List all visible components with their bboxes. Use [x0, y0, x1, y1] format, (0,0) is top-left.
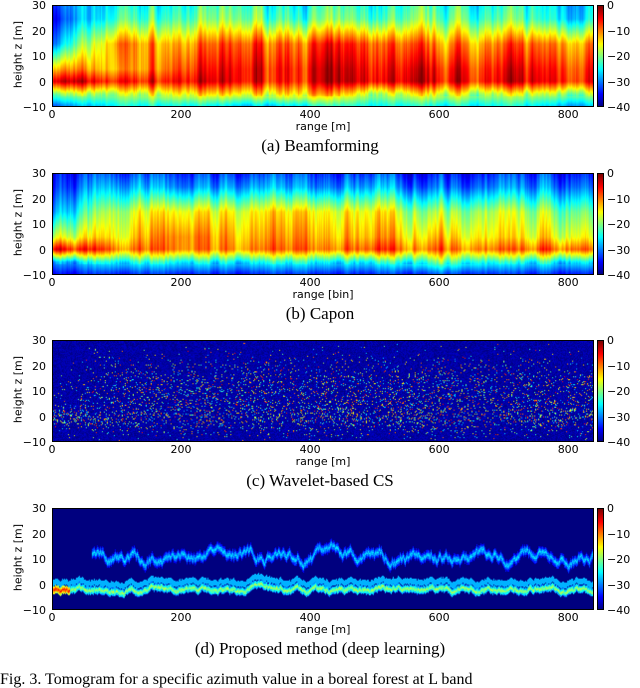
colorbar-tick-label: 0 — [607, 167, 614, 180]
x-tick-label: 600 — [428, 611, 450, 624]
colorbar-tick-label: −20 — [607, 50, 631, 63]
colorbar-tick-label: −10 — [607, 24, 631, 38]
panel-b: 0 −10 −20 −30 −40 0 200 400 600 800 −10 0 10 20 30 heig… — [0, 168, 640, 336]
y-tick-label: 20 — [32, 527, 46, 541]
colorbar-tick-label: −40 — [607, 604, 631, 617]
y-tick-label: 10 — [32, 218, 46, 231]
colorbar-tick-label: −40 — [607, 269, 631, 282]
y-tick-label: 0 — [39, 578, 46, 592]
figure-caption: Fig. 3. Tomogram for a specific azimuth … — [0, 671, 473, 688]
y-tick-label: 30 — [32, 0, 46, 12]
colorbar-tick-label: −20 — [607, 553, 631, 566]
heatmap — [52, 173, 594, 275]
colorbar-tick-label: −10 — [607, 527, 631, 541]
y-axis-label: height z [m] — [11, 355, 25, 424]
colorbar-tick-label: 0 — [607, 502, 614, 515]
y-tick-label: 20 — [32, 359, 46, 373]
y-axis-label: height z [m] — [11, 20, 25, 89]
x-tick-label: 600 — [428, 276, 450, 289]
y-axis-label: height z [m] — [11, 188, 25, 257]
y-tick-label: 30 — [32, 502, 46, 515]
y-tick-label: 10 — [32, 50, 46, 63]
x-tick-label: 400 — [299, 276, 321, 289]
x-axis-label: range [m] — [295, 120, 351, 133]
colorbar-tick-label: −30 — [607, 410, 631, 424]
y-tick-label: 30 — [32, 167, 46, 180]
colorbar — [597, 508, 604, 610]
y-tick-label: 10 — [32, 553, 46, 566]
x-tick-label: 200 — [170, 108, 192, 121]
x-tick-label: 200 — [170, 611, 192, 624]
panel-a: 0 −10 −20 −30 −40 0 200 400 600 800 −10 0 10 20 30 heig… — [0, 0, 640, 168]
x-tick-label: 200 — [170, 276, 192, 289]
x-tick-label: 0 — [48, 443, 56, 456]
x-tick-label: 800 — [557, 276, 579, 289]
x-tick-label: 400 — [299, 611, 321, 624]
x-tick-label: 800 — [557, 108, 579, 121]
panel-caption: (b) Capon — [285, 304, 355, 323]
colorbar-tick-label: −10 — [607, 192, 631, 206]
colorbar-tick-label: 0 — [607, 334, 614, 347]
x-tick-label: 800 — [557, 611, 579, 624]
y-tick-label: −10 — [22, 436, 46, 449]
y-tick-label: 20 — [32, 24, 46, 38]
panel-c: 0 −10 −20 −30 −40 0 200 400 600 800 −10 0 10 20 30 heig… — [0, 335, 640, 503]
y-tick-label: −10 — [22, 604, 46, 617]
panel-caption: (c) Wavelet-based CS — [246, 471, 394, 490]
colorbar-tick-label: −30 — [607, 578, 631, 592]
x-tick-label: 0 — [48, 276, 56, 289]
y-tick-label: −10 — [22, 269, 46, 282]
panel-d: 0 −10 −20 −30 −40 0 200 400 600 800 −10 0 10 20 30 heig… — [0, 503, 640, 671]
y-tick-label: 0 — [39, 75, 46, 89]
y-tick-label: 30 — [32, 334, 46, 347]
y-tick-label: 10 — [32, 385, 46, 398]
colorbar-tick-label: −40 — [607, 101, 631, 114]
heatmap — [52, 508, 594, 610]
y-tick-label: −10 — [22, 101, 46, 114]
x-tick-label: 0 — [48, 611, 56, 624]
x-tick-label: 400 — [299, 443, 321, 456]
colorbar-tick-label: −10 — [607, 359, 631, 373]
panel-caption: (a) Beamforming — [261, 136, 379, 155]
x-tick-label: 800 — [557, 443, 579, 456]
colorbar-tick-label: −40 — [607, 436, 631, 449]
heatmap — [52, 340, 594, 442]
x-tick-label: 0 — [48, 108, 56, 121]
panel-caption: (d) Proposed method (deep learning) — [194, 639, 446, 658]
colorbar-tick-label: −30 — [607, 243, 631, 257]
y-tick-label: 0 — [39, 243, 46, 257]
colorbar-tick-label: −20 — [607, 218, 631, 231]
colorbar — [597, 5, 604, 107]
x-tick-label: 400 — [299, 108, 321, 121]
colorbar-tick-label: −20 — [607, 385, 631, 398]
x-axis-label: range [m] — [295, 455, 351, 468]
x-tick-label: 600 — [428, 108, 450, 121]
heatmap — [52, 5, 594, 107]
x-tick-label: 600 — [428, 443, 450, 456]
colorbar-tick-label: 0 — [607, 0, 614, 12]
colorbar — [597, 340, 604, 442]
x-tick-label: 200 — [170, 443, 192, 456]
y-tick-label: 0 — [39, 410, 46, 424]
x-axis-label: range [m] — [295, 623, 351, 636]
y-tick-label: 20 — [32, 192, 46, 206]
colorbar — [597, 173, 604, 275]
colorbar-tick-label: −30 — [607, 75, 631, 89]
y-axis-label: height z [m] — [11, 523, 25, 592]
x-axis-label: range [bin] — [292, 288, 354, 301]
